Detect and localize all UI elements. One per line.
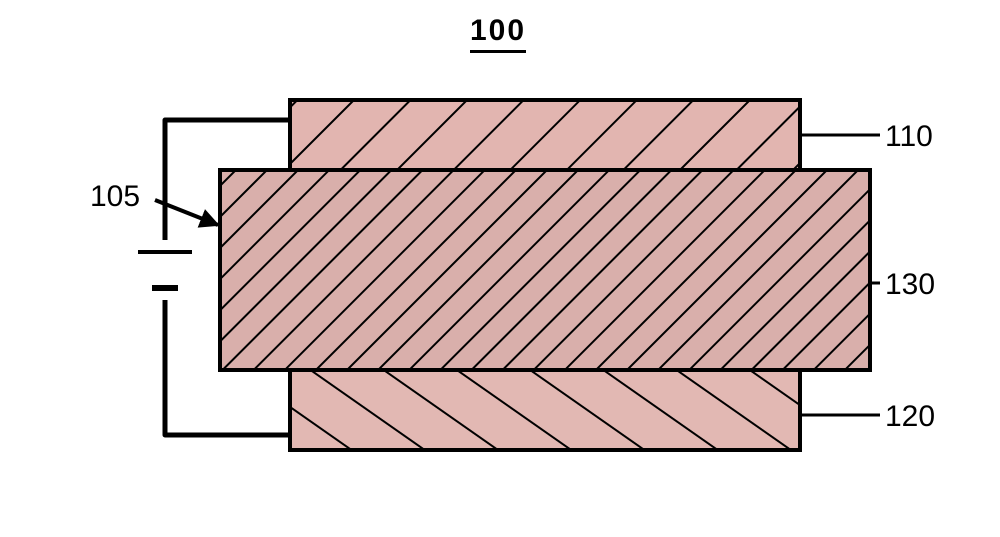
- label-130: 130: [885, 268, 935, 302]
- diagram-svg: [0, 0, 1000, 537]
- label-105: 105: [90, 180, 140, 214]
- label-110: 110: [885, 120, 933, 154]
- diagram-canvas: 100 110 130 120 105: [0, 0, 1000, 537]
- label-120: 120: [885, 400, 935, 434]
